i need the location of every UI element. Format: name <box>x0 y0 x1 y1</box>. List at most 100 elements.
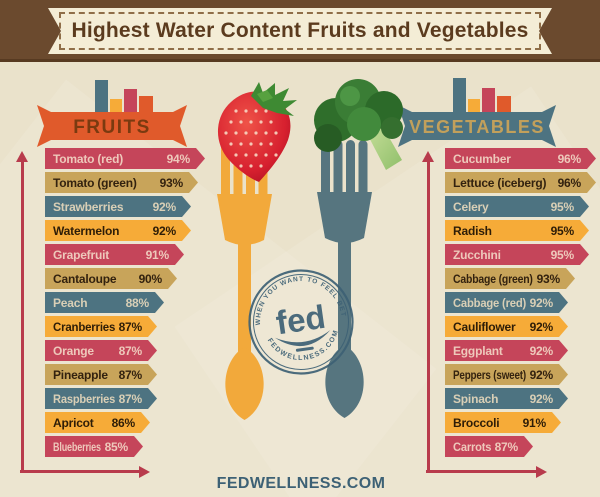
row-label: Pineapple <box>53 367 108 382</box>
row-value: 87% <box>118 319 142 334</box>
water-content-row: Cabbage (red) 92% <box>445 292 568 313</box>
row-value: 95% <box>550 247 574 262</box>
row-value: 87% <box>118 367 142 382</box>
water-content-row: Zucchini 95% <box>445 244 589 265</box>
water-content-row: Watermelon 92% <box>45 220 191 241</box>
row-value: 92% <box>152 223 176 238</box>
row-value: 87% <box>118 343 142 358</box>
vegetables-chart-icon <box>453 78 511 112</box>
row-label: Peach <box>53 295 88 310</box>
vegetables-x-axis-arrow <box>536 465 547 478</box>
row-label: Carrots <box>453 439 492 454</box>
row-label: Apricot <box>53 415 94 430</box>
row-label: Tomato (green) <box>53 175 137 190</box>
row-label: Radish <box>453 223 492 238</box>
fruits-x-axis-line <box>20 470 139 473</box>
water-content-row: Peach 88% <box>45 292 164 313</box>
fruits-banner: FRUITS <box>37 105 187 147</box>
row-label: Cucumber <box>453 151 511 166</box>
row-value: 95% <box>550 223 574 238</box>
row-value: 92% <box>529 367 553 382</box>
row-label: Grapefruit <box>53 247 110 262</box>
header-band: Highest Water Content Fruits and Vegetab… <box>0 0 600 62</box>
fruits-banner-label: FRUITS <box>73 117 151 138</box>
row-label: Celery <box>453 199 489 214</box>
bar-icon-orange <box>497 96 511 112</box>
stamp-plate-base <box>295 346 314 352</box>
broccoli-florets <box>314 79 403 152</box>
row-value: 87% <box>118 391 142 406</box>
strawberry-body <box>217 91 291 182</box>
water-content-row: Cabbage (green) 93% <box>445 268 575 289</box>
water-content-row: Carrots 87% <box>445 436 533 457</box>
row-label: Eggplant <box>453 343 503 358</box>
water-content-row: Celery 95% <box>445 196 589 217</box>
row-value: 91% <box>145 247 169 262</box>
row-value: 94% <box>166 151 190 166</box>
fruits-list: Tomato (red) 94% Tomato (green) 93% Strawber… <box>45 148 210 460</box>
water-content-row: Blueberries 85% <box>45 436 143 457</box>
bar-icon-crimson <box>482 88 495 112</box>
row-value: 96% <box>557 151 581 166</box>
row-label: Broccoli <box>453 415 500 430</box>
title-ribbon: Highest Water Content Fruits and Vegetab… <box>48 8 552 54</box>
row-label: Zucchini <box>453 247 501 262</box>
row-value: 86% <box>111 415 135 430</box>
water-content-row: Spinach 92% <box>445 388 568 409</box>
water-content-row: Peppers (sweet) 92% <box>445 364 568 385</box>
stamp-outer-ring <box>248 269 354 375</box>
row-label: Peppers (sweet) <box>453 367 527 382</box>
row-value: 92% <box>529 343 553 358</box>
stamp-plate-icon <box>274 329 331 347</box>
footer-website-text: FEDWELLNESS.COM <box>216 475 386 492</box>
fruits-banner-ribbon <box>37 105 187 147</box>
water-content-row: Cauliflower 92% <box>445 316 568 337</box>
strawberry-calyx <box>251 82 297 116</box>
water-content-row: Apricot 86% <box>45 412 150 433</box>
row-value: 96% <box>557 175 581 190</box>
row-label: Blueberries <box>53 439 101 454</box>
water-content-row: Lettuce (iceberg) 96% <box>445 172 596 193</box>
row-value: 95% <box>550 199 574 214</box>
bar-icon-amber <box>110 99 122 112</box>
water-content-row: Tomato (green) 93% <box>45 172 198 193</box>
water-content-row: Pineapple 87% <box>45 364 157 385</box>
row-value: 85% <box>104 439 128 454</box>
bar-icon-amber <box>468 99 480 112</box>
water-content-row: Broccoli 91% <box>445 412 561 433</box>
row-value: 92% <box>529 319 553 334</box>
row-label: Orange <box>53 343 94 358</box>
bar-icon-teal <box>95 80 108 112</box>
water-content-row: Eggplant 92% <box>445 340 568 361</box>
row-label: Cranberries <box>53 319 116 334</box>
fruits-y-axis-arrow <box>16 151 28 162</box>
stamp-brand-text: fed <box>274 298 328 342</box>
bar-icon-teal <box>453 78 466 112</box>
vegetables-banner-ribbon <box>398 105 556 147</box>
row-value: 90% <box>138 271 162 286</box>
row-value: 92% <box>529 295 553 310</box>
water-content-row: Strawberries 92% <box>45 196 191 217</box>
title-ribbon-border: Highest Water Content Fruits and Vegetab… <box>59 12 541 50</box>
water-content-row: Tomato (red) 94% <box>45 148 205 169</box>
row-value: 93% <box>159 175 183 190</box>
vegetables-banner: VEGETABLES <box>398 105 556 147</box>
row-value: 91% <box>522 415 546 430</box>
water-content-row: Cantaloupe 90% <box>45 268 177 289</box>
row-value: 88% <box>125 295 149 310</box>
water-content-row: Grapefruit 91% <box>45 244 184 265</box>
vegetables-y-axis-line <box>426 162 430 473</box>
fed-stamp-logo: FOR WHEN YOU WANT TO FEEL BETTER FEDWELL… <box>239 260 354 375</box>
row-label: Cabbage (green) <box>453 271 533 286</box>
strawberry-seeds <box>224 109 278 168</box>
fruits-x-axis-arrow <box>139 465 150 478</box>
water-content-row: Raspberries 87% <box>45 388 157 409</box>
row-value: 92% <box>529 391 553 406</box>
row-value: 92% <box>152 199 176 214</box>
vegetables-list: Cucumber 96% Lettuce (iceberg) 96% Celery 95%… <box>445 148 600 460</box>
row-label: Tomato (red) <box>53 151 124 166</box>
row-value: 87% <box>494 439 518 454</box>
fruits-y-axis-line <box>20 162 24 473</box>
row-label: Lettuce (iceberg) <box>453 175 547 190</box>
